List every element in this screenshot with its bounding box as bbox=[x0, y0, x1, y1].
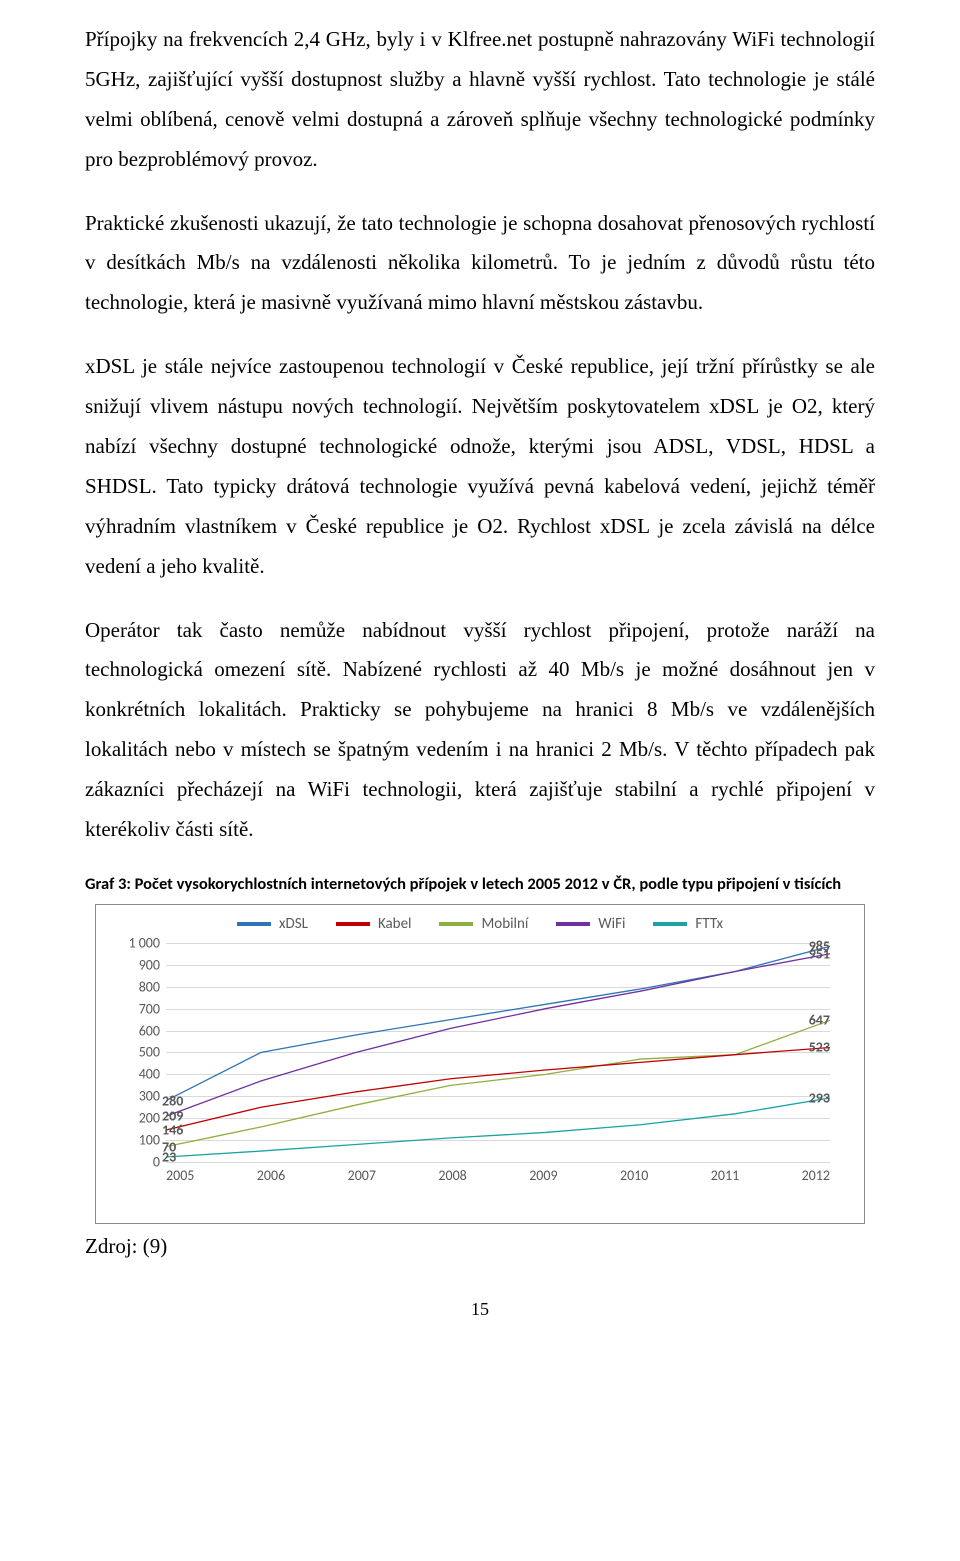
paragraph-4: Operátor tak často nemůže nabídnout vyšš… bbox=[85, 611, 875, 850]
x-axis-label: 2012 bbox=[802, 1167, 830, 1184]
grid-line bbox=[166, 1162, 830, 1163]
paragraph-2: Praktické zkušenosti ukazují, že tato te… bbox=[85, 204, 875, 324]
chart-x-axis: 2005 2006 2007 2008 2009 2010 2011 2012 bbox=[166, 1167, 830, 1184]
x-axis-label: 2006 bbox=[257, 1167, 285, 1184]
data-label-last: 523 bbox=[809, 1039, 830, 1056]
legend-label: Mobilní bbox=[481, 915, 528, 933]
legend-swatch bbox=[556, 922, 590, 926]
legend-item: Kabel bbox=[336, 915, 412, 933]
x-axis-label: 2009 bbox=[529, 1167, 557, 1184]
y-axis-label: 400 bbox=[110, 1066, 160, 1083]
x-axis-label: 2005 bbox=[166, 1167, 194, 1184]
chart-legend: xDSL Kabel Mobilní WiFi FTTx bbox=[110, 915, 850, 933]
legend-item: xDSL bbox=[237, 915, 308, 933]
y-axis-label: 500 bbox=[110, 1044, 160, 1061]
y-axis-label: 1 000 bbox=[110, 934, 160, 951]
legend-label: Kabel bbox=[378, 915, 412, 933]
legend-item: WiFi bbox=[556, 915, 625, 933]
data-label-first: 146 bbox=[162, 1121, 183, 1138]
data-label-first: 280 bbox=[162, 1092, 183, 1109]
series-line-WiFi bbox=[166, 954, 830, 1116]
chart-series-layer bbox=[166, 943, 830, 1162]
y-axis-label: 700 bbox=[110, 1000, 160, 1017]
y-axis-label: 600 bbox=[110, 1022, 160, 1039]
legend-swatch bbox=[237, 922, 271, 926]
y-axis-label: 100 bbox=[110, 1132, 160, 1149]
x-axis-label: 2007 bbox=[348, 1167, 376, 1184]
chart-plot-inner: 01002003004005006007008009001 0002802091… bbox=[166, 943, 830, 1162]
data-label-last: 647 bbox=[809, 1012, 830, 1029]
chart-source: Zdroj: (9) bbox=[85, 1234, 875, 1259]
legend-swatch bbox=[439, 922, 473, 926]
series-line-Kabel bbox=[166, 1047, 830, 1130]
legend-item: FTTx bbox=[653, 915, 723, 933]
legend-swatch bbox=[336, 922, 370, 926]
y-axis-label: 800 bbox=[110, 978, 160, 995]
data-label-last: 293 bbox=[809, 1089, 830, 1106]
x-axis-label: 2008 bbox=[438, 1167, 466, 1184]
paragraph-1: Přípojky na frekvencích 2,4 GHz, byly i … bbox=[85, 20, 875, 180]
series-line-Mobilní bbox=[166, 1020, 830, 1146]
chart-plot: 01002003004005006007008009001 0002802091… bbox=[110, 939, 850, 1184]
legend-swatch bbox=[653, 922, 687, 926]
series-line-xDSL bbox=[166, 946, 830, 1100]
chart-frame: xDSLKabelMobilníWiFiFTTx 010020030040050… bbox=[95, 904, 865, 1224]
y-axis-label: 0 bbox=[110, 1153, 160, 1170]
document-page: Přípojky na frekvencích 2,4 GHz, byly i … bbox=[0, 0, 960, 1360]
legend-label: WiFi bbox=[598, 915, 625, 933]
y-axis-label: 300 bbox=[110, 1088, 160, 1105]
legend-item: Mobilní bbox=[439, 915, 528, 933]
page-number: 15 bbox=[85, 1299, 875, 1320]
legend-label: xDSL bbox=[279, 915, 308, 933]
y-axis-label: 200 bbox=[110, 1110, 160, 1127]
x-axis-label: 2010 bbox=[620, 1167, 648, 1184]
legend-label: FTTx bbox=[695, 915, 723, 933]
data-label-last: 951 bbox=[809, 945, 830, 962]
chart-caption: Graf 3: Počet vysokorychlostních interne… bbox=[85, 874, 875, 894]
x-axis-label: 2011 bbox=[711, 1167, 739, 1184]
data-label-first: 23 bbox=[162, 1148, 176, 1165]
paragraph-3: xDSL je stále nejvíce zastoupenou techno… bbox=[85, 347, 875, 586]
y-axis-label: 900 bbox=[110, 956, 160, 973]
